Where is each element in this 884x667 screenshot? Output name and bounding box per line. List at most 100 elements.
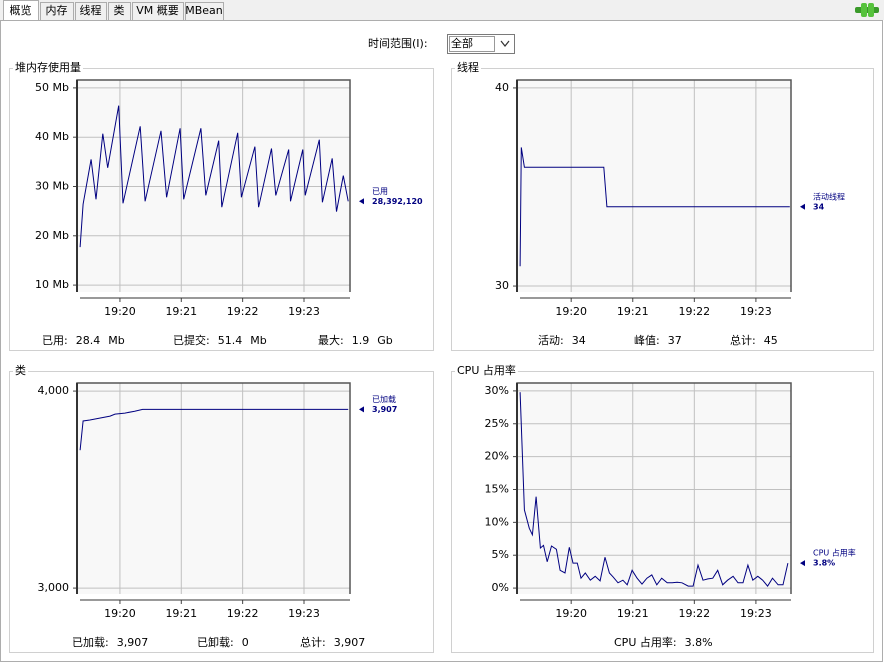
stat-value: 3.8% <box>685 636 713 649</box>
stat-label: 活动: <box>538 334 564 347</box>
y-tick-label: 4,000 <box>38 384 70 397</box>
legend-value: 28,392,120 <box>372 197 423 206</box>
time-range-value[interactable]: 全部 <box>451 36 473 50</box>
stat-label: 总计: <box>730 333 756 347</box>
x-tick-label: 19:20 <box>104 305 136 318</box>
y-tick-label: 40 Mb <box>35 130 69 143</box>
panel-border <box>451 68 874 351</box>
x-tick-label: 19:21 <box>617 305 649 318</box>
stat-value: 51.4 <box>218 334 243 347</box>
series-line <box>519 392 789 587</box>
stat-label: 已卸载: <box>197 635 234 649</box>
panel-border <box>9 68 434 351</box>
y-tick-label: 20 Mb <box>35 229 69 242</box>
stat: 已用: 28.4 Mb <box>42 334 125 347</box>
time-range-label: 时间范围(I): <box>368 36 428 50</box>
stat-label: CPU 占用率: <box>614 635 677 649</box>
series-line <box>79 408 349 451</box>
y-tick-label: 5% <box>492 548 509 561</box>
stat-unit: Mb <box>250 334 266 347</box>
stat-value: 37 <box>668 334 682 347</box>
series-line <box>79 105 349 248</box>
window-icon <box>855 3 879 17</box>
y-tick-label: 30% <box>485 384 509 397</box>
stat-label: 已提交: <box>173 333 210 347</box>
tab[interactable] <box>132 2 184 21</box>
tab-label[interactable]: 概览 <box>10 3 32 17</box>
panel-title-bg <box>13 60 83 74</box>
stat-value: 3,907 <box>117 636 149 649</box>
stat-value: 34 <box>572 334 586 347</box>
tab[interactable] <box>75 2 107 21</box>
x-tick-label: 19:20 <box>555 305 587 318</box>
y-tick-label: 3,000 <box>38 581 70 594</box>
y-tick-label: 25% <box>485 417 509 430</box>
y-tick-label: 15% <box>485 482 509 495</box>
panel-title: CPU 占用率 <box>457 363 516 377</box>
tab[interactable] <box>40 2 74 21</box>
stat-label: 已用: <box>42 334 68 347</box>
plot-area <box>517 80 791 292</box>
panel-border <box>451 371 874 653</box>
stat: 已卸载: 0 <box>197 635 249 649</box>
tab[interactable] <box>108 2 131 21</box>
stat-unit: Gb <box>377 334 393 347</box>
panel-title-bg <box>455 363 518 377</box>
panel-title-bg <box>455 60 481 74</box>
stat: CPU 占用率: 3.8% <box>614 635 713 649</box>
stat-unit: Mb <box>108 334 124 347</box>
x-tick-label: 19:23 <box>288 305 320 318</box>
x-tick-label: 19:22 <box>678 305 710 318</box>
stat: 总计: 45 <box>730 333 778 347</box>
stat-value: 0 <box>242 636 249 649</box>
x-tick-label: 19:21 <box>165 305 197 318</box>
tab[interactable] <box>185 2 224 21</box>
plot-area <box>517 383 791 594</box>
panel-title: 类 <box>15 363 26 377</box>
stat-label: 已加载: <box>72 636 109 649</box>
x-tick-label: 19:22 <box>678 607 710 620</box>
x-tick-label: 19:23 <box>288 607 320 620</box>
tab-label[interactable]: 类 <box>114 3 125 17</box>
y-tick-label: 10% <box>485 515 509 528</box>
panel-title: 线程 <box>457 60 479 74</box>
tab-label[interactable]: VM 概要 <box>136 4 179 17</box>
stat-value: 28.4 <box>76 334 101 347</box>
stat: 最大: 1.9 Gb <box>318 333 393 347</box>
legend-value: 34 <box>813 202 825 211</box>
tab-label[interactable]: 内存 <box>46 3 68 17</box>
x-tick-label: 19:23 <box>740 607 772 620</box>
legend-value: 3,907 <box>372 405 397 414</box>
tab[interactable] <box>3 0 39 21</box>
stat-value: 45 <box>764 334 778 347</box>
x-tick-label: 19:22 <box>227 305 259 318</box>
x-tick-label: 19:20 <box>104 607 136 620</box>
x-tick-label: 19:21 <box>617 607 649 620</box>
y-tick-label: 30 <box>495 279 509 292</box>
x-tick-label: 19:20 <box>555 607 587 620</box>
y-tick-label: 30 Mb <box>35 179 69 192</box>
legend-marker <box>359 406 364 413</box>
stat: 已提交: 51.4 Mb <box>173 333 267 347</box>
legend-marker <box>800 203 805 210</box>
stat-value: 3,907 <box>334 636 366 649</box>
tab-label[interactable]: 线程 <box>80 3 102 17</box>
legend-marker <box>359 198 364 205</box>
stat: 总计: 3,907 <box>300 635 365 649</box>
plot-area <box>77 383 350 594</box>
time-range-combo[interactable] <box>447 34 515 54</box>
y-tick-label: 0% <box>492 581 509 594</box>
legend-marker <box>800 560 805 567</box>
panel-title: 堆内存使用量 <box>15 60 81 74</box>
x-tick-label: 19:23 <box>740 305 772 318</box>
legend-value: 3.8% <box>813 559 835 568</box>
y-tick-label: 50 Mb <box>35 81 69 94</box>
stat-label: 峰值: <box>634 334 660 347</box>
x-tick-label: 19:21 <box>165 607 197 620</box>
panel-title-bg <box>13 363 28 377</box>
tab-label[interactable]: MBean <box>185 4 223 17</box>
legend-name: 活动线程 <box>813 191 845 201</box>
y-tick-label: 20% <box>485 450 509 463</box>
